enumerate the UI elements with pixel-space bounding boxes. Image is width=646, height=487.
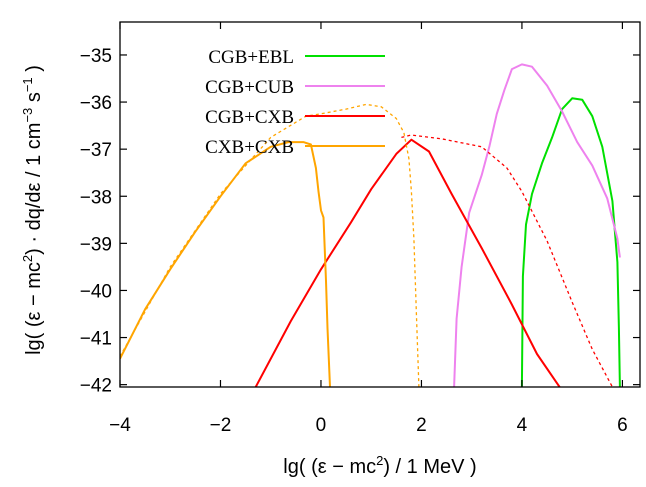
cgb-cxb-series-line bbox=[254, 138, 561, 387]
x-tick-label: 6 bbox=[617, 415, 628, 436]
x-tick-label: −2 bbox=[210, 415, 232, 436]
y-tick-label: −41 bbox=[80, 329, 112, 350]
x-axis-title: lg( (ε − mc2) / 1 MeV ) bbox=[283, 453, 476, 478]
plot-curves bbox=[120, 63, 621, 387]
cxb-cxb-series-line bbox=[120, 141, 331, 387]
legend-label: CGB+CUB bbox=[205, 77, 294, 98]
x-tick-label: −4 bbox=[109, 415, 131, 436]
y-tick-label: −40 bbox=[80, 281, 112, 302]
cgb-ebl-series-line bbox=[520, 97, 621, 387]
y-tick-label: −37 bbox=[80, 140, 112, 161]
legend: CGB+EBL CGB+CUB CGB+CXB CXB+CXB bbox=[205, 47, 385, 158]
y-tick-label: −36 bbox=[80, 93, 112, 114]
x-tick-label: 4 bbox=[517, 415, 528, 436]
axis-ticks: −4 −2 0 2 4 6 −35 −36 −37 −38 −39 −40 −41 −42 bbox=[80, 22, 640, 436]
x-tick-label: 0 bbox=[316, 415, 327, 436]
y-axis-title: lg( (ε − mc2) · dq/dε / 1 cm−3 s−1 ) bbox=[20, 65, 45, 355]
y-tick-label: −38 bbox=[80, 187, 112, 208]
legend-label: CGB+CXB bbox=[205, 107, 294, 128]
legend-label: CGB+EBL bbox=[208, 47, 294, 68]
cgb-cub-series-line bbox=[453, 63, 621, 387]
legend-label: CXB+CXB bbox=[205, 137, 294, 158]
y-tick-label: −42 bbox=[80, 376, 112, 397]
y-tick-label: −35 bbox=[80, 46, 112, 67]
y-tick-label: −39 bbox=[80, 234, 112, 255]
dashed-series-line bbox=[401, 134, 613, 387]
plot-frame bbox=[119, 21, 641, 388]
x-tick-label: 2 bbox=[416, 415, 427, 436]
dashed-series-line bbox=[120, 103, 420, 387]
